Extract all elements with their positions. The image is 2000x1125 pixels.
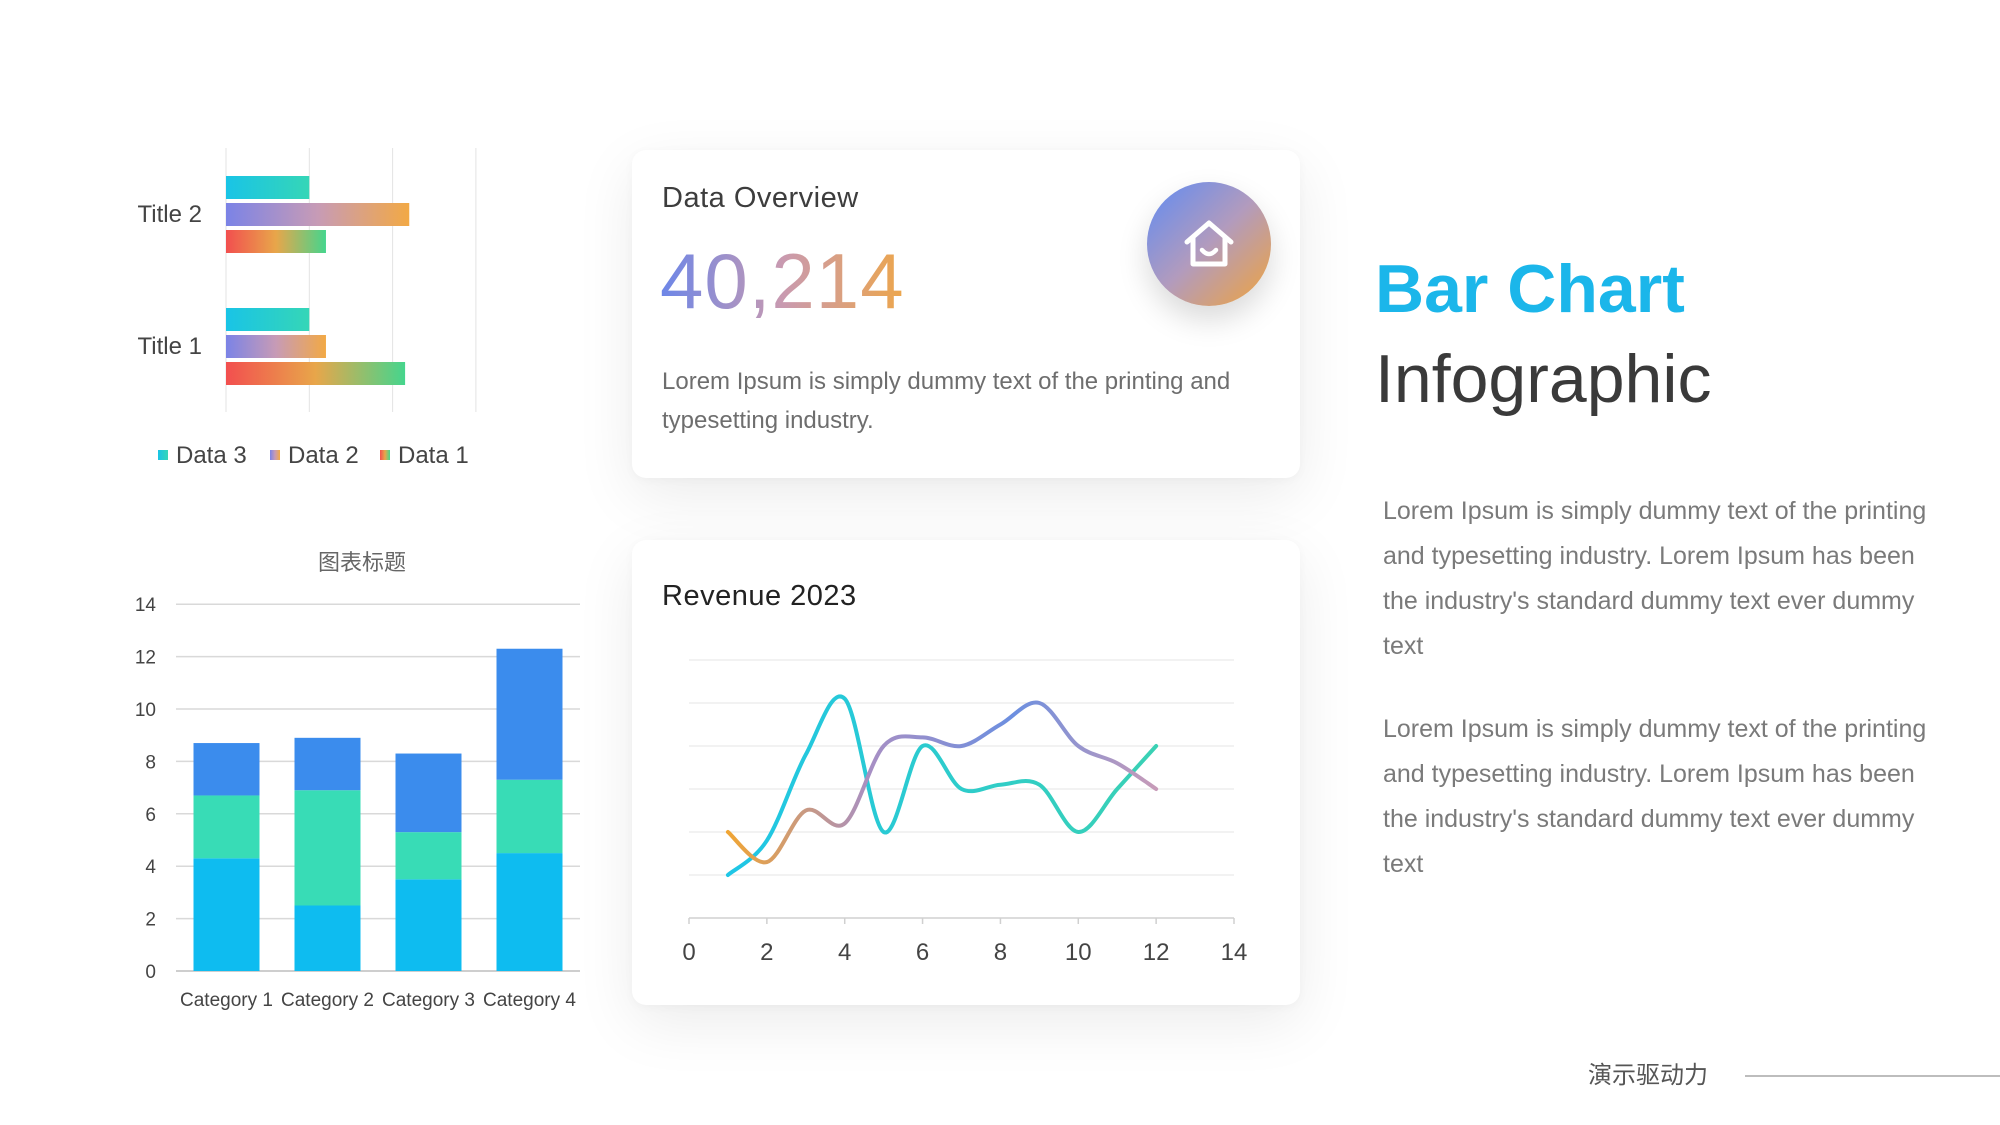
horizontal-bar-chart: Title 2 Title 1 Data 3 Data 2 Data 1 — [138, 148, 477, 469]
y-tick-label: 4 — [145, 857, 156, 878]
stacked-bar-segment — [294, 790, 361, 906]
stacked-bar-segment — [193, 743, 260, 796]
stacked-bar-segment — [496, 648, 563, 780]
headline-secondary: Infographic — [1375, 341, 1712, 417]
stacked-column-chart: 图表标题 0 2 4 6 8 10 12 14 Category 1 Category 2 Categ… — [135, 550, 580, 1011]
stacked-bar-segment — [294, 905, 361, 971]
stacked-bar-segment — [395, 832, 462, 880]
headline-primary: Bar Chart — [1375, 251, 1685, 327]
x-tick-label: 2 — [760, 939, 773, 966]
x-tick-label: Category 2 — [281, 990, 374, 1011]
body-paragraph-1: Lorem Ipsum is simply dummy text of the … — [1383, 497, 1927, 660]
overview-description: Lorem Ipsum is simply dummy text of the … — [662, 368, 1231, 434]
x-tick-label: 4 — [838, 939, 851, 966]
y-tick-label: 10 — [135, 700, 156, 721]
legend-label: Data 3 — [176, 442, 247, 469]
body-paragraph-2: Lorem Ipsum is simply dummy text of the … — [1383, 715, 1927, 878]
home-badge — [1147, 182, 1271, 306]
overview-value: 40,214 — [660, 237, 905, 325]
series-line — [725, 694, 1159, 877]
y-tick-label: 8 — [145, 752, 156, 773]
home-icon — [1184, 220, 1234, 267]
stacked-bar-segment — [294, 737, 361, 791]
bar — [226, 362, 406, 385]
stacked-bar-segment — [496, 779, 563, 854]
x-tick-label: Category 3 — [382, 990, 475, 1011]
bar — [226, 176, 310, 199]
y-tick-label: 6 — [145, 805, 156, 826]
legend-label: Data 1 — [398, 442, 469, 469]
legend-swatch — [158, 450, 168, 460]
x-tick-label: 12 — [1143, 939, 1170, 966]
bar — [226, 308, 310, 331]
category-label: Title 2 — [138, 201, 202, 228]
stacked-bar-segment — [395, 753, 462, 833]
y-tick-label: 14 — [135, 595, 157, 616]
y-tick-label: 12 — [135, 648, 156, 669]
bar — [226, 335, 326, 358]
legend-swatch — [270, 450, 280, 460]
overview-title: Data Overview — [662, 182, 859, 214]
revenue-title: Revenue 2023 — [662, 580, 857, 612]
series-line — [725, 700, 1159, 865]
y-tick-label: 0 — [145, 962, 156, 983]
x-tick-label: 6 — [916, 939, 929, 966]
stacked-bar-segment — [193, 795, 260, 859]
legend-swatch — [380, 450, 390, 460]
x-tick-label: 0 — [682, 939, 695, 966]
x-tick-label: 14 — [1221, 939, 1248, 966]
x-tick-label: Category 1 — [180, 990, 273, 1011]
x-tick-label: Category 4 — [483, 990, 576, 1011]
bar — [226, 230, 326, 253]
stacked-bar-segment — [193, 858, 260, 971]
x-tick-label: 10 — [1065, 939, 1092, 966]
revenue-card: Revenue 2023 0 2 4 6 8 10 12 14 — [632, 540, 1300, 1005]
stacked-bar-segment — [496, 853, 563, 971]
stacked-bar-segment — [395, 879, 462, 971]
data-overview-card: Data Overview 40,214 Lorem Ipsum is simp… — [632, 150, 1300, 478]
bar — [226, 203, 410, 226]
category-label: Title 1 — [138, 333, 202, 360]
footer-divider — [1745, 1075, 2000, 1077]
y-tick-label: 2 — [145, 910, 156, 931]
chart-title: 图表标题 — [318, 550, 406, 575]
footer-label: 演示驱动力 — [1588, 1062, 1708, 1089]
revenue-line-chart: 0 2 4 6 8 10 12 14 — [682, 659, 1248, 966]
legend-label: Data 2 — [288, 442, 359, 469]
x-tick-label: 8 — [994, 939, 1007, 966]
